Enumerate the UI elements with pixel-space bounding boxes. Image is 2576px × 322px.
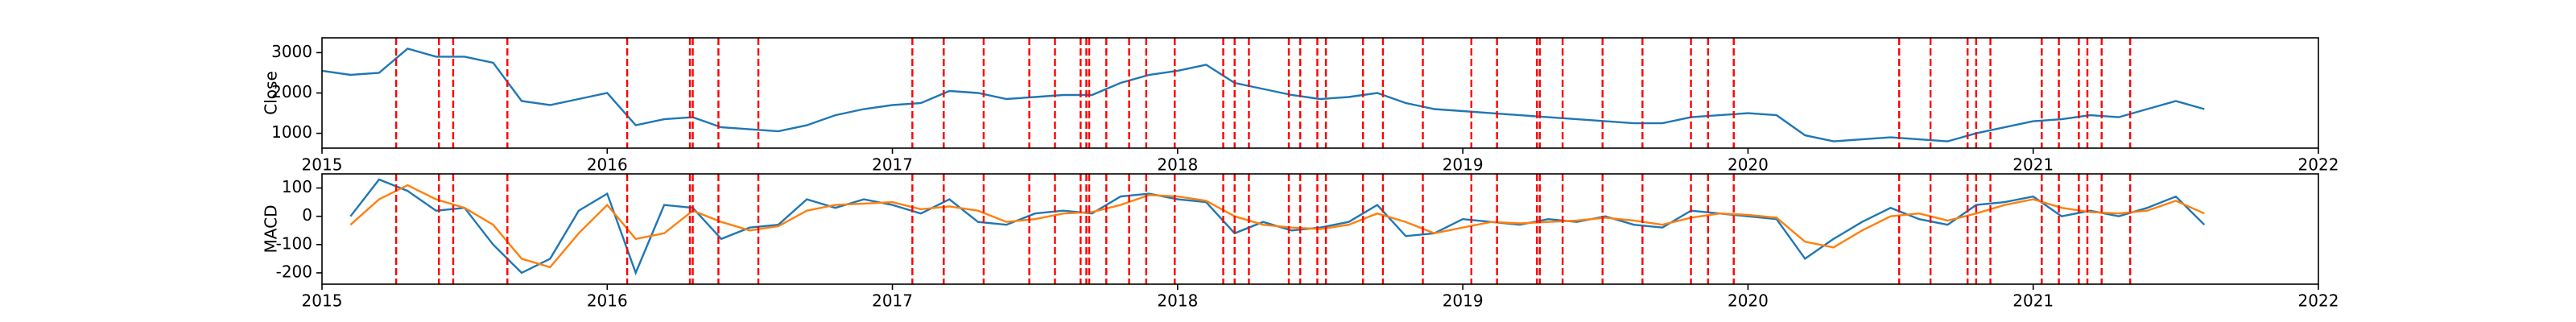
y-tick-label: 1000 — [271, 122, 312, 142]
x-tick-label: 2019 — [1443, 291, 1484, 311]
x-tick-label: 2018 — [1157, 291, 1198, 311]
x-tick-label: 2017 — [872, 291, 913, 311]
x-tick-label: 2015 — [302, 155, 343, 175]
x-tick-label: 2019 — [1443, 155, 1484, 175]
x-tick-label: 2020 — [1728, 155, 1769, 175]
data-line — [349, 184, 2205, 269]
x-tick-label: 2016 — [587, 291, 628, 311]
y-axis-label: Close — [262, 71, 281, 114]
x-tick-label: 2016 — [587, 155, 628, 175]
y-tick-label: -200 — [276, 262, 312, 281]
data-line — [321, 47, 2205, 142]
x-tick-label: 2021 — [2013, 155, 2054, 175]
x-tick-label: 2020 — [1728, 291, 1769, 311]
x-tick-label: 2018 — [1157, 155, 1198, 175]
y-axis-label: MACD — [262, 205, 281, 254]
axes-frame — [321, 37, 2319, 149]
y-tick-label: 100 — [282, 177, 312, 196]
x-tick-label: 2022 — [2298, 155, 2339, 175]
y-tick-label: 0 — [302, 205, 312, 225]
y-tick-label: 3000 — [271, 42, 312, 61]
x-tick-label: 2022 — [2298, 291, 2339, 311]
x-tick-label: 2017 — [872, 155, 913, 175]
x-tick-label: 2015 — [302, 291, 343, 311]
axes-frame — [321, 173, 2319, 285]
y-tick-label: -100 — [276, 233, 312, 253]
y-tick-label: 2000 — [271, 82, 312, 101]
x-tick-label: 2021 — [2013, 291, 2054, 311]
